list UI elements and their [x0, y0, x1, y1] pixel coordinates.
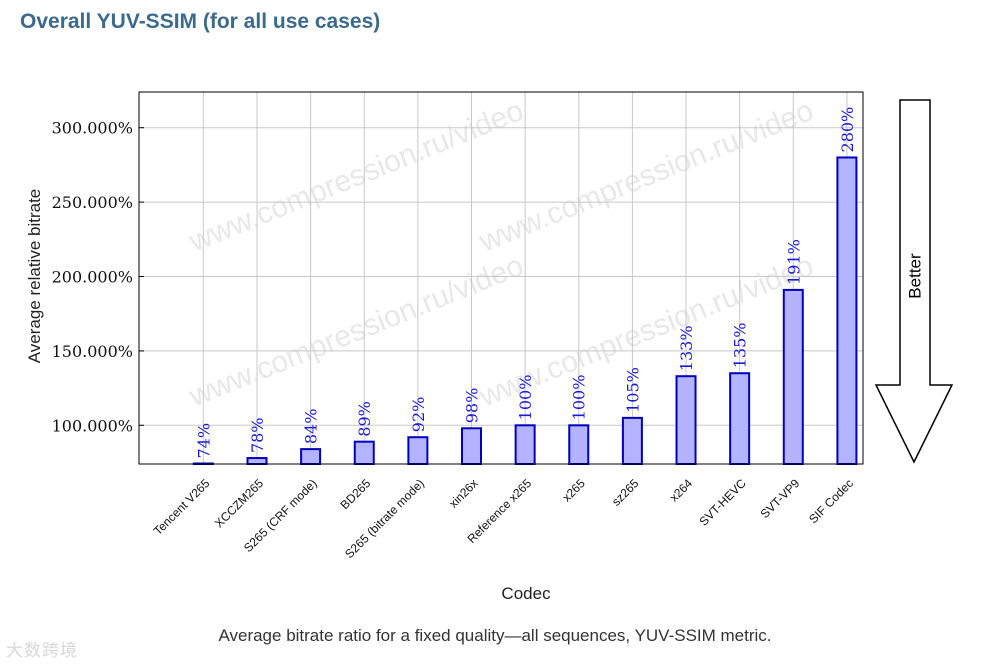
bar: [675, 375, 697, 466]
bar: [461, 427, 483, 465]
bar-chart: www.compression.ru/videowww.compression.…: [25, 91, 954, 603]
x-tick-label: BD265: [338, 476, 374, 512]
bar-data-label: 135%: [731, 322, 750, 368]
bar-data-label: 105%: [623, 367, 642, 413]
corner-logo: 大数跨境: [6, 641, 78, 661]
x-tick-label: x265: [560, 476, 589, 505]
bar-data-label: 191%: [784, 239, 803, 285]
bar: [621, 416, 643, 466]
bar-data-label: 78%: [248, 417, 267, 453]
bar-data-label: 98%: [463, 388, 482, 424]
bar-data-label: 92%: [409, 397, 428, 433]
bar-data-label: 84%: [302, 409, 321, 445]
bar: [729, 372, 751, 465]
better-arrow-icon: [874, 99, 954, 464]
bar: [568, 424, 590, 466]
bar-data-label: 133%: [677, 325, 696, 371]
y-tick-label: 200.000%: [52, 268, 133, 287]
bar: [782, 288, 804, 465]
x-tick-label: xin26x: [446, 476, 480, 510]
better-arrow-label: Better: [906, 253, 925, 299]
bar: [300, 448, 322, 465]
x-tick-label: SVT-VP9: [758, 476, 803, 521]
watermark-layer: www.compression.ru/videowww.compression.…: [184, 94, 818, 414]
plot-frame: [138, 91, 864, 465]
data-labels-layer: 74% 78% 84% 89% 92% 98% 100% 100% 105% 133% 135% 19…: [194, 107, 857, 459]
x-tick-label: XCCZM265: [212, 476, 266, 530]
bar: [246, 457, 268, 466]
y-tick-label: 300.000%: [52, 119, 133, 138]
bar-data-label: 100%: [516, 375, 535, 421]
y-tick-label: 150.000%: [52, 342, 133, 361]
figure-caption: Average bitrate ratio for a fixed qualit…: [218, 626, 772, 645]
y-axis-label: Average relative bitrate: [25, 189, 44, 364]
y-tick-labels-layer: 100.000% 150.000% 200.000% 250.000% 300.000%: [52, 119, 144, 435]
page-title: Overall YUV-SSIM (for all use cases): [20, 10, 381, 33]
x-tick-label: sz265: [609, 476, 642, 509]
bar-data-label: 74%: [194, 423, 213, 459]
x-tick-label: SVT-HEVC: [696, 476, 749, 529]
x-axis-label: Codec: [501, 584, 551, 603]
x-tick-label: SIF Codec: [806, 476, 856, 526]
bar: [407, 436, 429, 466]
x-tick-label: x264: [667, 476, 696, 505]
bar: [836, 156, 858, 466]
x-tick-label: Tencent V265: [151, 476, 213, 538]
bar-data-label: 89%: [355, 401, 374, 437]
bar: [514, 424, 536, 466]
bar: [353, 440, 375, 465]
y-tick-label: 250.000%: [52, 193, 133, 212]
bar-data-label: 280%: [838, 107, 857, 153]
y-tick-label: 100.000%: [52, 416, 133, 435]
bars-layer: [192, 156, 858, 466]
bar-data-label: 100%: [570, 375, 589, 421]
